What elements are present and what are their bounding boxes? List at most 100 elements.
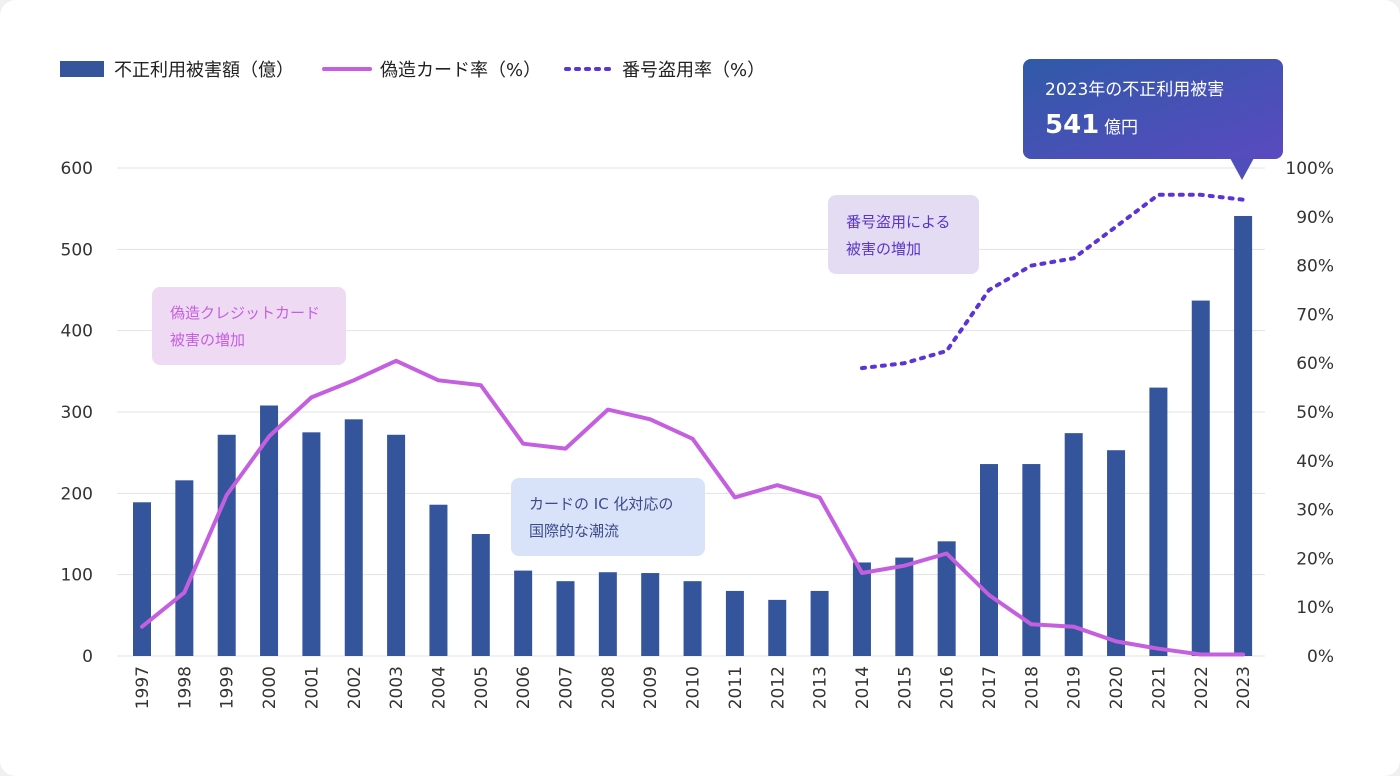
left-tick-label: 300 bbox=[61, 403, 93, 423]
annotation-ic-box bbox=[511, 478, 705, 556]
bar-2012 bbox=[768, 599, 787, 656]
x-tick-label: 2014 bbox=[853, 666, 873, 709]
bar-2023 bbox=[1234, 215, 1253, 656]
legend-swatch-bar bbox=[60, 61, 104, 77]
x-tick-label: 2010 bbox=[684, 666, 704, 709]
left-tick-label: 100 bbox=[61, 566, 93, 586]
bar-2019 bbox=[1064, 433, 1083, 656]
bar-2015 bbox=[895, 557, 914, 656]
x-tick-label: 1998 bbox=[175, 666, 195, 709]
bar-2016 bbox=[937, 541, 956, 656]
bar-2020 bbox=[1107, 450, 1126, 656]
x-tick-label: 2019 bbox=[1065, 666, 1085, 709]
x-tick-label: 2011 bbox=[726, 666, 746, 709]
line-series bbox=[140, 192, 1246, 657]
x-axis: 1997 1998 1999 2000 2001 2002 2003 2004 2005 2006… bbox=[133, 666, 1254, 709]
left-tick-label: 500 bbox=[61, 240, 93, 260]
callout-title: 2023年の不正利用被害 bbox=[1045, 80, 1224, 100]
annotation-counterfeit-line1: 偽造クレジットカード bbox=[170, 304, 320, 322]
x-tick-label: 1999 bbox=[218, 666, 238, 709]
left-tick-label: 200 bbox=[61, 484, 93, 504]
right-tick-label: 70% bbox=[1296, 305, 1334, 325]
bar-2022 bbox=[1191, 300, 1210, 656]
theft-rate-line bbox=[860, 192, 1246, 371]
callout-box bbox=[1023, 59, 1283, 159]
bar-2009 bbox=[641, 573, 660, 656]
right-tick-label: 30% bbox=[1296, 501, 1334, 521]
annotation-theft-line1: 番号盗用による bbox=[846, 213, 951, 231]
bar-2018 bbox=[1022, 464, 1041, 656]
bar-2017 bbox=[980, 464, 998, 656]
x-tick-label: 1997 bbox=[133, 666, 153, 709]
right-tick-label: 40% bbox=[1296, 452, 1334, 472]
bar-2000 bbox=[260, 405, 279, 656]
callout-value: 541 bbox=[1045, 110, 1099, 140]
bar-2007 bbox=[556, 581, 575, 656]
bar-2004 bbox=[429, 504, 448, 656]
legend: 不正利用被害額（億） 偽造カード率（%） 番号盗用率（%） bbox=[60, 60, 765, 81]
x-tick-label: 2021 bbox=[1149, 666, 1169, 709]
right-tick-label: 100% bbox=[1285, 159, 1334, 179]
x-tick-label: 2006 bbox=[514, 666, 534, 709]
bar-1997 bbox=[133, 502, 151, 656]
bar-2005 bbox=[471, 534, 490, 656]
x-tick-label: 2009 bbox=[641, 666, 661, 709]
bar-1998 bbox=[175, 480, 194, 656]
annotation-theft: 番号盗用による 被害の増加 bbox=[828, 195, 979, 274]
bar-2010 bbox=[683, 581, 702, 656]
bar-2008 bbox=[598, 572, 617, 656]
x-tick-label: 2000 bbox=[260, 666, 280, 709]
x-tick-label: 2015 bbox=[895, 666, 915, 709]
x-tick-label: 2003 bbox=[387, 666, 407, 709]
annotation-ic: カードの IC 化対応の 国際的な潮流 bbox=[511, 478, 705, 556]
annotation-theft-line2: 被害の増加 bbox=[846, 240, 921, 258]
x-tick-label: 2008 bbox=[599, 666, 619, 709]
bar-1999 bbox=[217, 434, 236, 656]
right-tick-label: 90% bbox=[1296, 208, 1334, 228]
x-tick-label: 2004 bbox=[429, 666, 449, 709]
x-tick-label: 2001 bbox=[302, 666, 322, 709]
annotation-ic-line2: 国際的な潮流 bbox=[529, 522, 619, 540]
x-tick-label: 2020 bbox=[1107, 666, 1127, 709]
left-tick-label: 400 bbox=[61, 322, 93, 342]
right-tick-label: 10% bbox=[1296, 598, 1334, 618]
left-axis: 0 100 200 300 400 500 600 bbox=[61, 159, 93, 667]
annotation-counterfeit: 偽造クレジットカード 被害の増加 bbox=[152, 287, 346, 365]
right-tick-label: 60% bbox=[1296, 354, 1334, 374]
callout-2023: 2023年の不正利用被害 541 億円 bbox=[1023, 59, 1283, 180]
x-tick-label: 2023 bbox=[1234, 666, 1254, 709]
bar-2003 bbox=[387, 434, 406, 656]
x-tick-label: 2016 bbox=[938, 666, 958, 709]
annotation-ic-line1: カードの IC 化対応の bbox=[529, 495, 673, 513]
bar-2021 bbox=[1149, 387, 1168, 656]
x-tick-label: 2018 bbox=[1022, 666, 1042, 709]
annotation-counterfeit-line2: 被害の増加 bbox=[170, 331, 245, 349]
x-tick-label: 2012 bbox=[768, 666, 788, 709]
x-tick-label: 2017 bbox=[980, 666, 1000, 709]
x-tick-label: 2005 bbox=[472, 666, 492, 709]
bar-2011 bbox=[725, 590, 744, 656]
right-tick-label: 80% bbox=[1296, 257, 1334, 277]
annotation-theft-box bbox=[828, 195, 979, 274]
x-tick-label: 2013 bbox=[811, 666, 831, 709]
legend-label-counterfeit: 偽造カード率（%） bbox=[380, 60, 541, 81]
bar-2014 bbox=[852, 562, 871, 656]
bar-series bbox=[133, 215, 1253, 656]
x-tick-label: 2022 bbox=[1192, 666, 1212, 709]
bar-2006 bbox=[514, 570, 533, 656]
right-tick-label: 50% bbox=[1296, 403, 1334, 423]
legend-label-damage: 不正利用被害額（億） bbox=[114, 60, 294, 81]
bar-2001 bbox=[302, 432, 321, 656]
x-tick-label: 2002 bbox=[345, 666, 365, 709]
right-axis: 0% 10% 20% 30% 40% 50% 60% 70% 80% 90% 100% bbox=[1285, 159, 1334, 667]
x-tick-label: 2007 bbox=[557, 666, 577, 709]
right-tick-label: 0% bbox=[1307, 647, 1334, 667]
legend-label-theft: 番号盗用率（%） bbox=[622, 60, 765, 81]
annotation-counterfeit-box bbox=[152, 287, 346, 365]
callout-unit: 億円 bbox=[1104, 118, 1138, 138]
bar-2002 bbox=[344, 419, 363, 656]
left-tick-label: 0 bbox=[82, 647, 93, 667]
bar-2013 bbox=[810, 590, 829, 656]
